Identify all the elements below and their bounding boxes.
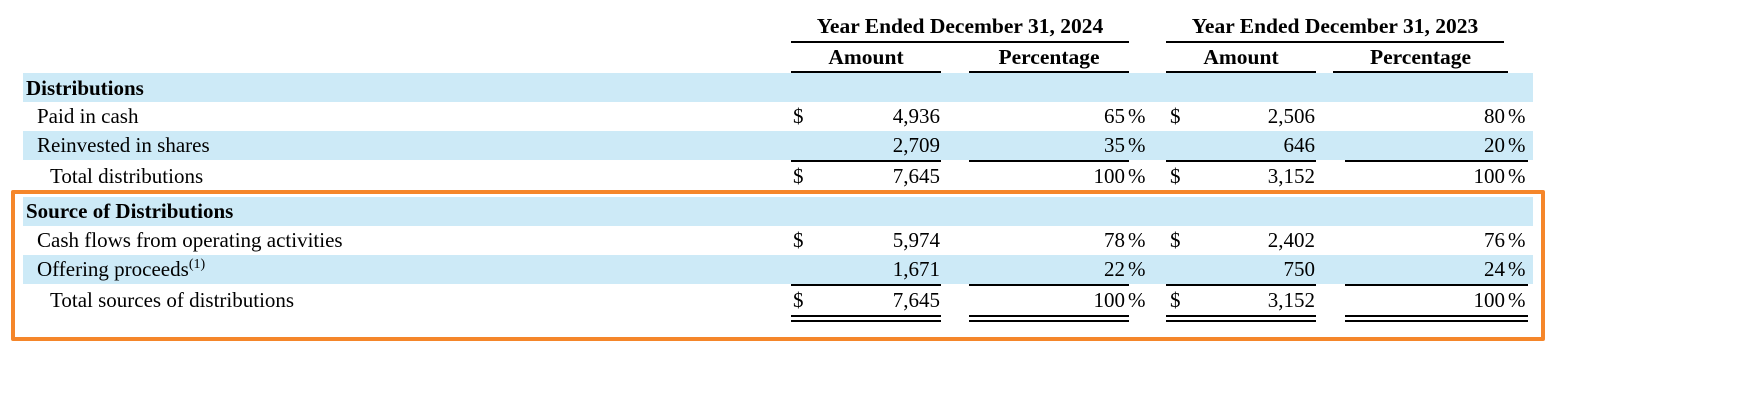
amount-2023: 3,152 (1267, 164, 1315, 188)
amount-2024: 7,645 (892, 164, 940, 188)
percentage-header-2024: Percentage (998, 45, 1100, 69)
subtotal-rule-percentage-2024 (969, 160, 1129, 162)
double-rule-percentage-2023 (1345, 320, 1528, 322)
double-rule-percentage-2024 (969, 315, 1129, 317)
subtotal-rule-amount-2024 (791, 160, 941, 162)
subtotal-rule-percentage-2024 (969, 284, 1129, 286)
currency-symbol: $ (1170, 104, 1181, 128)
amount-2023: 2,506 (1267, 104, 1315, 128)
percent-sign: % (1508, 133, 1526, 157)
section-title-distributions: Distributions (26, 76, 144, 100)
currency-symbol: $ (1170, 288, 1181, 312)
row-label-text: Offering proceeds (37, 257, 189, 281)
percentage-header-2023: Percentage (1369, 45, 1472, 69)
amount-2024: 4,936 (892, 104, 940, 128)
percentage-2024: 22 (1104, 257, 1125, 281)
percentage-2023: 20 (1484, 133, 1505, 157)
percentage-2024: 78 (1104, 228, 1125, 252)
period-rule-2024 (791, 41, 1129, 43)
period-header-2023: Year Ended December 31, 2023 (1191, 14, 1479, 38)
percentage-2023: 100 (1473, 164, 1506, 188)
currency-symbol: $ (1170, 164, 1181, 188)
row-band-reinvested (23, 131, 1533, 160)
amount-2024: 2,709 (892, 133, 940, 157)
percentage-2024: 100 (1093, 164, 1126, 188)
percent-sign: % (1508, 228, 1526, 252)
amount-2023: 3,152 (1267, 288, 1315, 312)
amount-2024: 1,671 (892, 257, 940, 281)
amount-2023: 646 (1283, 133, 1316, 157)
percentage-2023: 100 (1473, 288, 1506, 312)
percent-sign: % (1508, 288, 1526, 312)
percent-sign: % (1128, 257, 1146, 281)
currency-symbol: $ (793, 228, 804, 252)
percentage-2023: 24 (1484, 257, 1505, 281)
percent-sign: % (1508, 164, 1526, 188)
percent-sign: % (1128, 104, 1146, 128)
double-rule-amount-2024 (791, 320, 941, 322)
percent-sign: % (1128, 288, 1146, 312)
percentage-2023: 76 (1484, 228, 1505, 252)
amount-header-rule-2024 (791, 71, 941, 73)
row-label: Offering proceeds(1) (37, 257, 205, 282)
amount-2024: 7,645 (892, 288, 940, 312)
subtotal-rule-percentage-2023 (1345, 284, 1528, 286)
amount-2024: 5,974 (892, 228, 940, 252)
highlight-box (11, 190, 1545, 341)
percentage-2023: 80 (1484, 104, 1505, 128)
header-band-sources (23, 197, 1533, 226)
subtotal-rule-amount-2023 (1166, 160, 1316, 162)
period-rule-2023 (1166, 41, 1504, 43)
amount-header-2023: Amount (1203, 45, 1279, 69)
double-rule-amount-2023 (1166, 320, 1316, 322)
amount-header-2024: Amount (828, 45, 904, 69)
percent-sign: % (1128, 133, 1146, 157)
subtotal-rule-amount-2023 (1166, 284, 1316, 286)
double-rule-percentage-2023 (1345, 315, 1528, 317)
subtotal-rule-amount-2024 (791, 284, 941, 286)
subtotal-rule-percentage-2023 (1345, 160, 1528, 162)
total-row-label: Total sources of distributions (50, 288, 295, 312)
amount-header-rule-2023 (1166, 71, 1316, 73)
percentage-2024: 35 (1104, 133, 1125, 157)
header-band-distributions (23, 73, 1533, 102)
percentage-header-rule-2024 (969, 71, 1129, 73)
percentage-2024: 100 (1093, 288, 1126, 312)
currency-symbol: $ (793, 288, 804, 312)
double-rule-amount-2023 (1166, 315, 1316, 317)
amount-2023: 750 (1283, 257, 1316, 281)
percent-sign: % (1508, 104, 1526, 128)
percentage-header-rule-2023 (1333, 71, 1508, 73)
percentage-2024: 65 (1104, 104, 1125, 128)
row-label: Paid in cash (37, 104, 139, 128)
percent-sign: % (1508, 257, 1526, 281)
row-band-offering (23, 255, 1533, 284)
period-header-2024: Year Ended December 31, 2024 (816, 14, 1104, 38)
percent-sign: % (1128, 228, 1146, 252)
total-row-label: Total distributions (50, 164, 204, 188)
row-label: Cash flows from operating activities (37, 228, 343, 252)
currency-symbol: $ (793, 164, 804, 188)
footnote-marker: (1) (188, 257, 206, 272)
amount-2023: 2,402 (1267, 228, 1315, 252)
currency-symbol: $ (1170, 228, 1181, 252)
row-label: Reinvested in shares (37, 133, 210, 157)
percent-sign: % (1128, 164, 1146, 188)
double-rule-amount-2024 (791, 315, 941, 317)
double-rule-percentage-2024 (969, 320, 1129, 322)
section-title-sources: Source of Distributions (26, 199, 234, 223)
currency-symbol: $ (793, 104, 804, 128)
